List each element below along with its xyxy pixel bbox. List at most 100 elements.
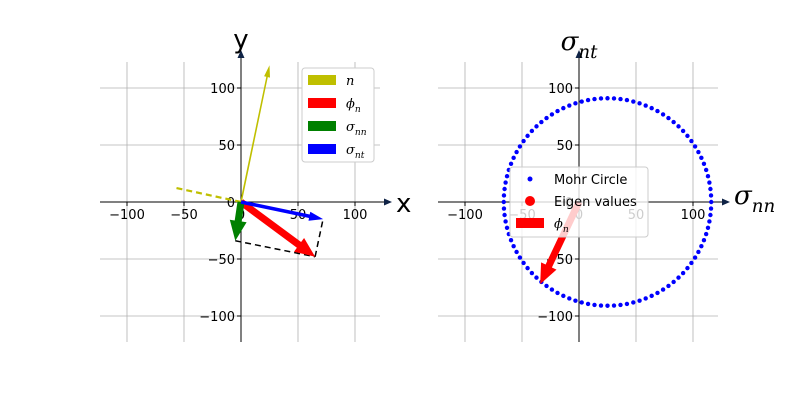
legend-box	[301, 67, 375, 163]
mohr-circle-point	[676, 275, 681, 280]
dashed-line	[235, 240, 316, 258]
legend-swatch	[308, 75, 336, 85]
mohr-circle-point	[637, 101, 642, 106]
legend-box	[509, 166, 649, 238]
mohr-circle-point	[592, 302, 597, 308]
mohr-circle-point	[521, 260, 526, 266]
mohr-circle-point	[502, 186, 507, 192]
mohr-circle-point	[585, 97, 591, 103]
mohr-circle-point	[517, 255, 523, 260]
mohr-circle-point	[631, 300, 636, 305]
mohr-circle-point	[708, 193, 714, 198]
mohr-circle-point	[544, 115, 549, 121]
mohr-circle-point	[521, 138, 526, 144]
mohr-circle-point	[503, 219, 508, 224]
vector-arrow-sigma-nn	[229, 201, 247, 241]
mohr-circle-point	[529, 270, 535, 276]
dashed-line	[314, 218, 324, 257]
mohr-circle-point	[585, 301, 591, 307]
mohr-circle-point	[701, 161, 707, 167]
legend-swatch	[308, 144, 336, 154]
mohr-circle-point	[680, 128, 686, 134]
mohr-circle-point	[671, 279, 676, 285]
mohr-circle-point	[689, 138, 694, 144]
mohr-circle-point	[685, 133, 690, 139]
mohr-circle-point	[696, 149, 701, 155]
mohr-circle-point	[701, 237, 707, 243]
mohr-circle-point	[573, 298, 578, 303]
legend-marker	[516, 218, 544, 228]
mohr-circle-point	[579, 99, 584, 104]
mohr-circle-point	[696, 249, 701, 255]
mohr-circle-point	[517, 144, 523, 149]
mohr-circle-point	[555, 108, 560, 114]
mohr-circle-point	[508, 237, 514, 243]
dashed-line	[172, 186, 242, 204]
y-tick-label: 50	[556, 139, 573, 154]
legend: Mohr Circle Eigen values ϕn	[509, 166, 649, 238]
y-tick-label: 0	[227, 196, 235, 211]
mohr-circle-point	[501, 199, 506, 205]
mohr-circle-point	[511, 155, 516, 161]
mohr-circle-point	[705, 225, 711, 230]
mohr-circle-point	[549, 287, 555, 292]
mohr-circle-point	[707, 180, 712, 185]
mohr-circle-point	[707, 219, 712, 224]
mohr-circle-point	[555, 290, 560, 296]
mohr-circle-point	[525, 265, 530, 271]
mohr-circle-point	[504, 225, 510, 230]
mohr-circle-point	[503, 180, 508, 185]
mohr-circle-point	[529, 128, 535, 134]
mohr-circle-point	[561, 105, 566, 111]
mohr-circle-point	[680, 270, 686, 276]
x-axis-arrow	[722, 198, 730, 206]
mohr-circle-point	[567, 103, 572, 108]
x-tick-label: −100	[109, 208, 145, 223]
mohr-circle-point	[643, 296, 648, 301]
mohr-circle-point	[525, 133, 530, 139]
mohr-circle-point	[708, 186, 713, 192]
mohr-circle-point	[502, 212, 507, 218]
x-tick-label: 100	[681, 208, 706, 223]
x-axis-title: x	[396, 189, 411, 219]
mohr-circle-point	[504, 174, 510, 179]
y-tick-label: −100	[537, 310, 573, 325]
legend-swatch	[308, 121, 336, 131]
mohr-circle-point	[534, 124, 539, 129]
x-tick-label: −50	[170, 208, 197, 223]
mohr-circle-point	[637, 298, 642, 303]
mohr-circle-point	[514, 149, 519, 155]
legend-marker	[527, 176, 533, 182]
mohr-circle-point	[660, 112, 666, 117]
mohr-circle-series	[501, 96, 714, 308]
vector-arrow-n	[240, 65, 270, 203]
mohr-circle-point	[708, 212, 713, 218]
mohr-circle-point	[699, 155, 704, 161]
legend-label: σnn	[346, 120, 367, 138]
mohr-circle-point	[605, 303, 610, 308]
mohr-circle-point	[703, 231, 709, 237]
y-tick-label: 50	[218, 139, 235, 154]
mohr-circle-point	[598, 96, 604, 101]
mohr-circle-point	[631, 99, 636, 104]
x-axis-title: σnn	[734, 181, 775, 217]
y-axis-title: σnt	[561, 27, 598, 63]
y-axis-title: y	[233, 25, 248, 55]
x-axis-arrow	[384, 198, 392, 206]
mohr-circle-point	[539, 119, 544, 125]
vector-arrow-sigma-nt	[240, 200, 324, 221]
mohr-circle-point	[705, 174, 711, 179]
mohr-circle-point	[692, 144, 698, 149]
y-tick-label: 100	[548, 82, 573, 97]
mohr-circle-point	[501, 193, 507, 198]
legend-swatch	[308, 98, 336, 108]
mohr-circle-point	[676, 124, 681, 129]
y-tick-label: −100	[199, 310, 235, 325]
mohr-circle-point	[689, 260, 694, 266]
mohr-circle-point	[573, 101, 578, 106]
mohr-circle-point	[514, 249, 519, 255]
x-tick-label: 100	[343, 208, 368, 223]
mohr-circle-point	[666, 115, 671, 121]
